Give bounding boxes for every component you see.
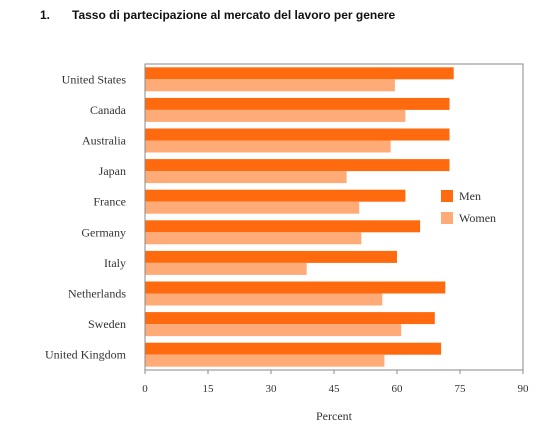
bar-canada-men <box>145 97 450 110</box>
bar-united-kingdom-men <box>145 342 442 355</box>
bar-united-states-men <box>145 67 454 80</box>
bar-netherlands-women <box>145 293 383 306</box>
category-label-united-kingdom: United Kingdom <box>45 348 127 362</box>
bars-layer <box>145 67 454 367</box>
bar-france-women <box>145 201 360 214</box>
chart-heading: 1. Tasso di partecipazione al mercato del… <box>40 8 395 22</box>
bar-japan-men <box>145 159 450 172</box>
x-tick-label-15: 15 <box>203 383 215 395</box>
category-label-australia: Australia <box>82 134 127 148</box>
heading-title: Tasso di partecipazione al mercato del l… <box>72 8 396 22</box>
x-tick-label-0: 0 <box>142 383 148 395</box>
category-label-italy: Italy <box>104 256 126 270</box>
category-label-germany: Germany <box>81 225 126 239</box>
x-tick-label-60: 60 <box>392 383 404 395</box>
category-labels: United States Canada Australia Japan France G… <box>45 72 127 361</box>
category-label-japan: Japan <box>99 164 126 178</box>
bar-japan-women <box>145 171 347 184</box>
bar-sweden-men <box>145 312 435 325</box>
x-tick-label-90: 90 <box>518 383 530 395</box>
bar-canada-women <box>145 109 406 122</box>
category-label-netherlands: Netherlands <box>68 287 126 301</box>
category-label-france: France <box>93 195 126 209</box>
legend-label-women: Women <box>459 211 496 225</box>
bar-united-kingdom-women <box>145 354 385 367</box>
x-tick-label-30: 30 <box>266 383 278 395</box>
legend-swatch-men <box>441 190 453 202</box>
bar-australia-men <box>145 128 450 141</box>
category-label-united-states: United States <box>62 72 127 86</box>
legend-swatch-women <box>441 212 453 224</box>
bar-australia-women <box>145 140 391 153</box>
bar-germany-women <box>145 232 362 245</box>
x-axis-label: Percent <box>316 409 353 423</box>
bar-sweden-women <box>145 324 402 337</box>
bar-italy-men <box>145 250 397 263</box>
bar-france-men <box>145 189 406 202</box>
heading-number: 1. <box>40 8 51 22</box>
category-label-canada: Canada <box>90 103 127 117</box>
bar-united-states-women <box>145 79 395 92</box>
category-label-sweden: Sweden <box>88 317 126 331</box>
bar-germany-men <box>145 220 421 233</box>
x-axis-ticks: 0 15 30 45 60 75 90 <box>142 370 529 395</box>
bar-italy-women <box>145 262 307 275</box>
legend: Men Women <box>441 189 496 225</box>
legend-label-men: Men <box>459 189 481 203</box>
x-tick-label-45: 45 <box>329 383 341 395</box>
bar-netherlands-men <box>145 281 446 294</box>
x-tick-label-75: 75 <box>455 383 467 395</box>
